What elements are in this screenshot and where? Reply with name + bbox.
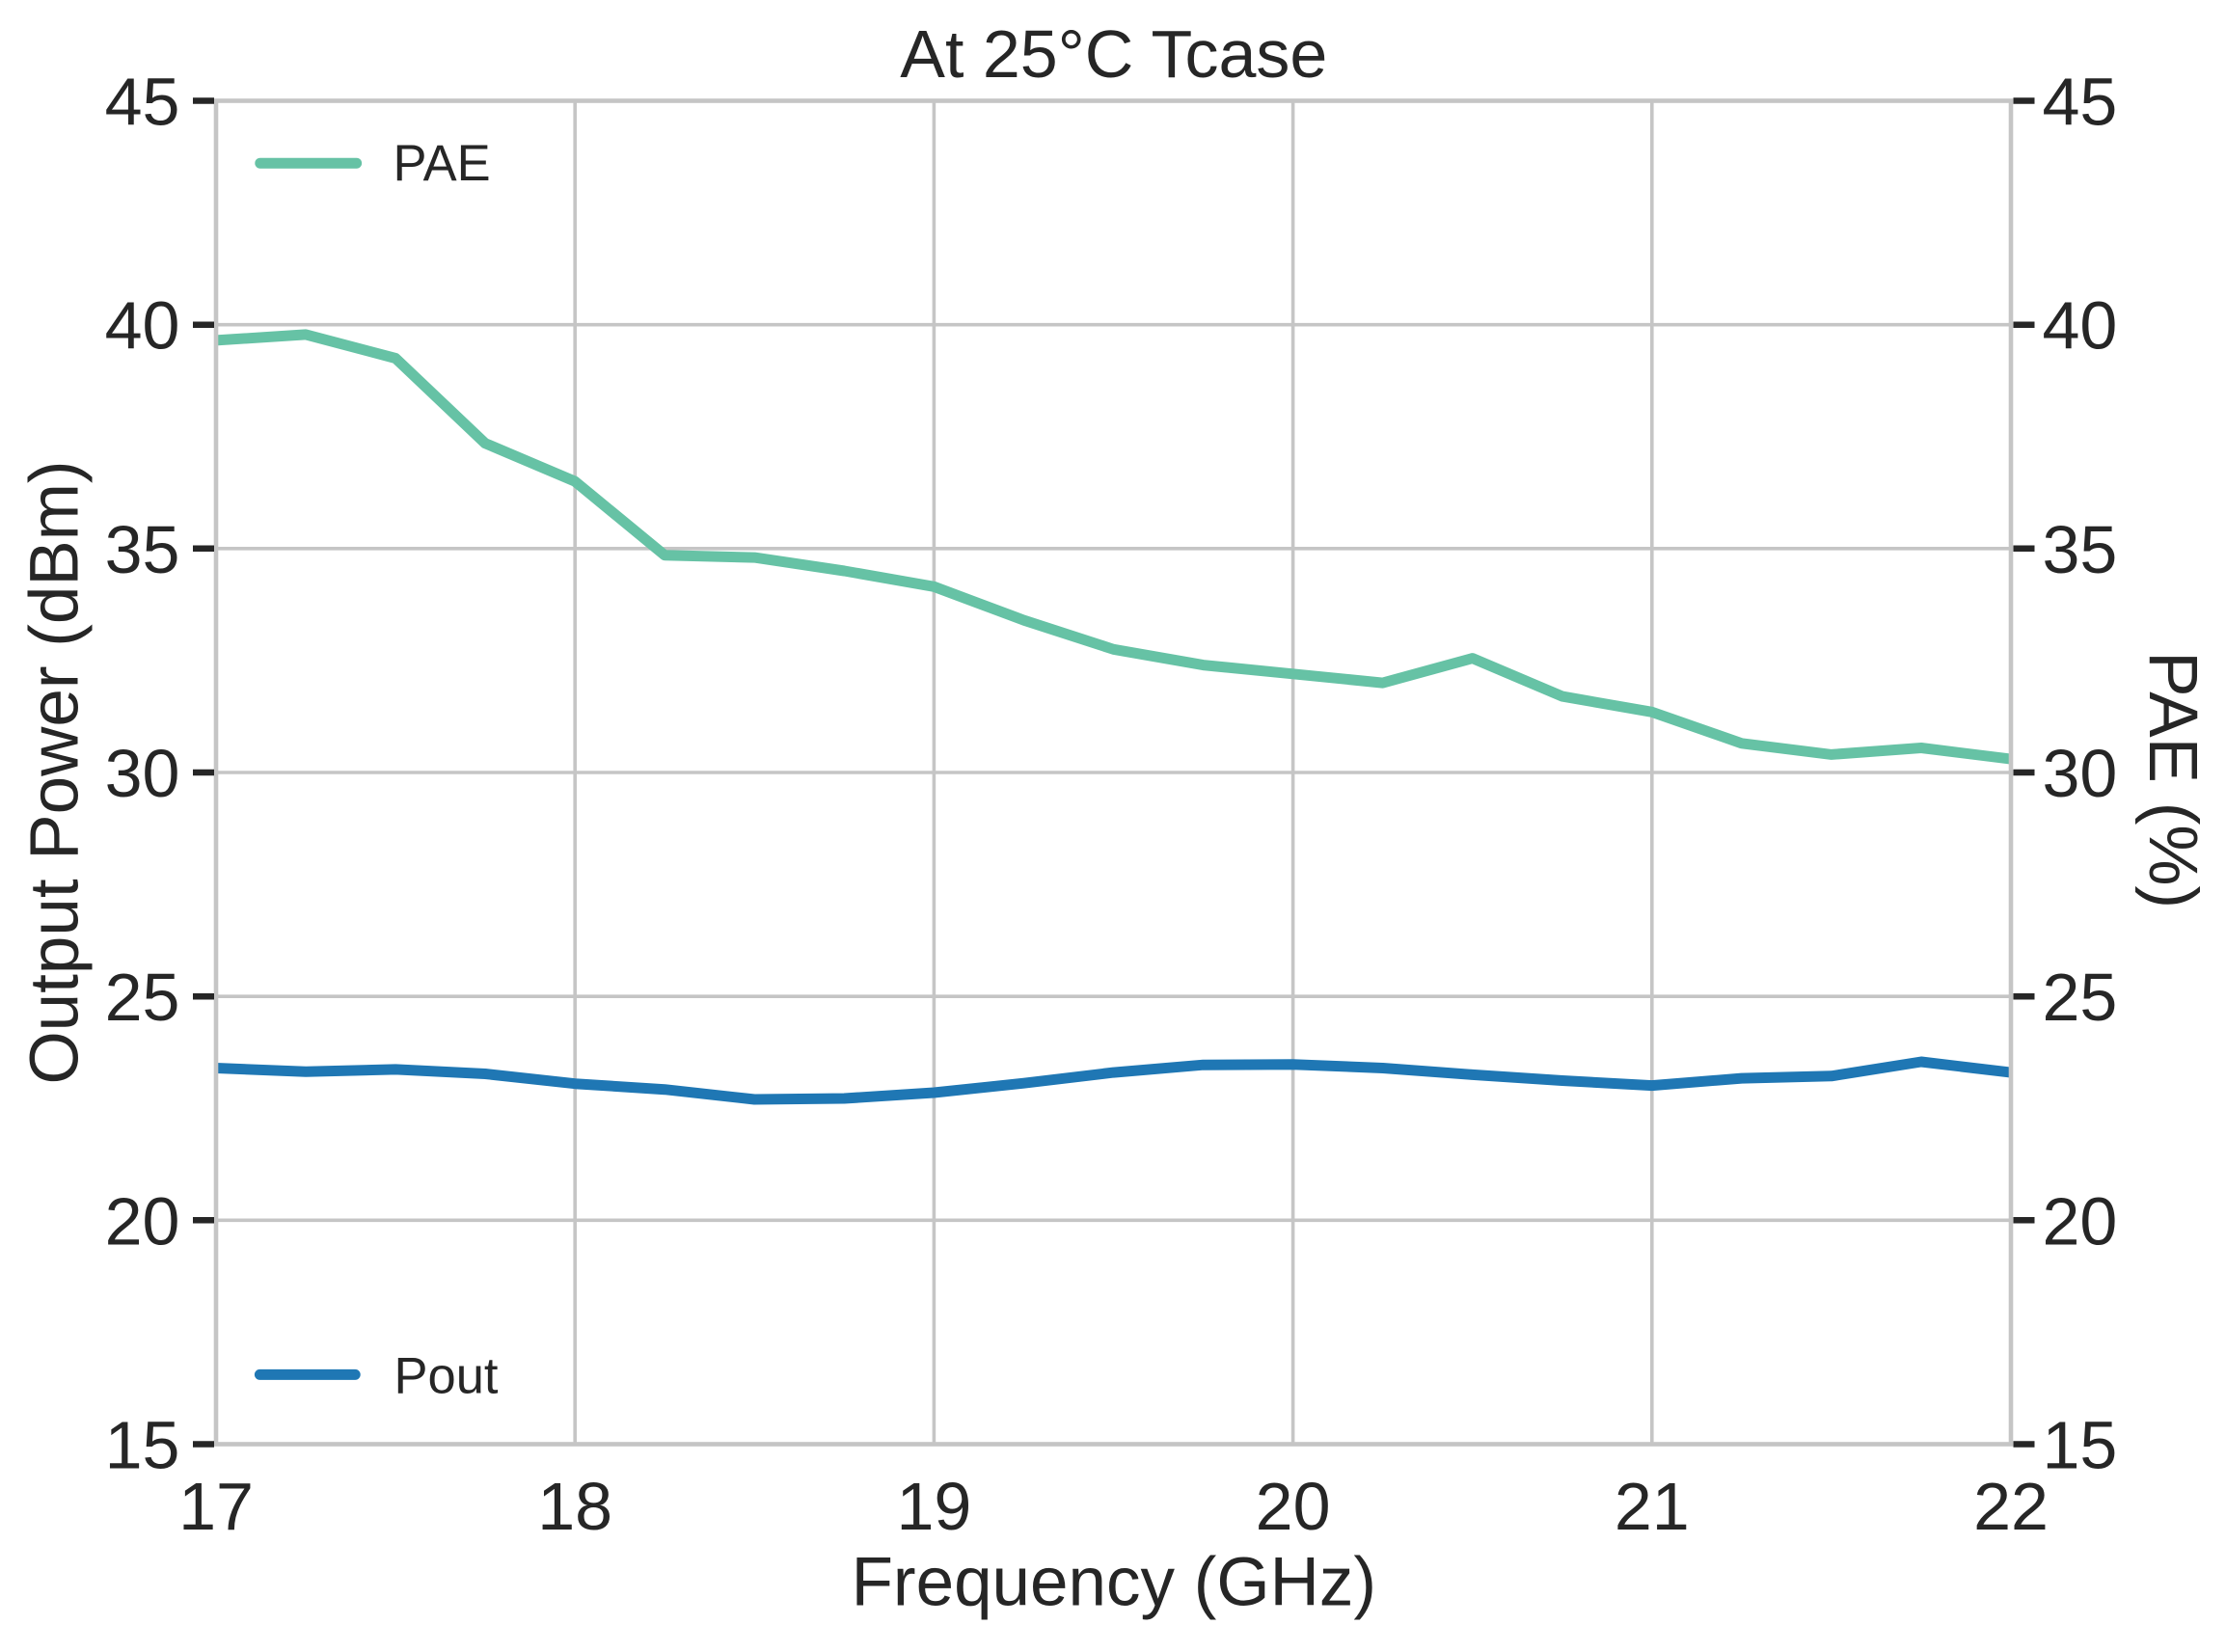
svg-text:Pout: Pout (394, 1347, 499, 1404)
svg-text:PAE: PAE (394, 135, 491, 192)
svg-text:25: 25 (2043, 960, 2118, 1035)
svg-text:15: 15 (2043, 1408, 2118, 1483)
svg-text:45: 45 (105, 65, 180, 140)
svg-text:17: 17 (178, 1469, 254, 1544)
svg-text:22: 22 (1973, 1469, 2049, 1544)
svg-text:PAE (%): PAE (%) (2134, 651, 2211, 908)
svg-text:40: 40 (105, 288, 180, 364)
svg-text:20: 20 (2043, 1183, 2118, 1259)
svg-text:35: 35 (105, 512, 180, 587)
svg-text:Output Power (dBm): Output Power (dBm) (17, 460, 94, 1084)
svg-text:19: 19 (896, 1469, 971, 1544)
svg-text:40: 40 (2043, 288, 2118, 364)
svg-text:Frequency (GHz): Frequency (GHz) (852, 1545, 1376, 1621)
svg-text:At 25°C Tcase: At 25°C Tcase (900, 16, 1327, 92)
svg-text:30: 30 (2043, 736, 2118, 811)
svg-text:25: 25 (105, 960, 180, 1035)
svg-text:30: 30 (105, 736, 180, 811)
svg-text:20: 20 (105, 1183, 180, 1259)
svg-text:35: 35 (2043, 512, 2118, 587)
svg-text:15: 15 (105, 1408, 180, 1483)
svg-text:45: 45 (2043, 65, 2118, 140)
svg-text:21: 21 (1615, 1469, 1690, 1544)
svg-text:20: 20 (1256, 1469, 1331, 1544)
svg-text:18: 18 (537, 1469, 612, 1544)
